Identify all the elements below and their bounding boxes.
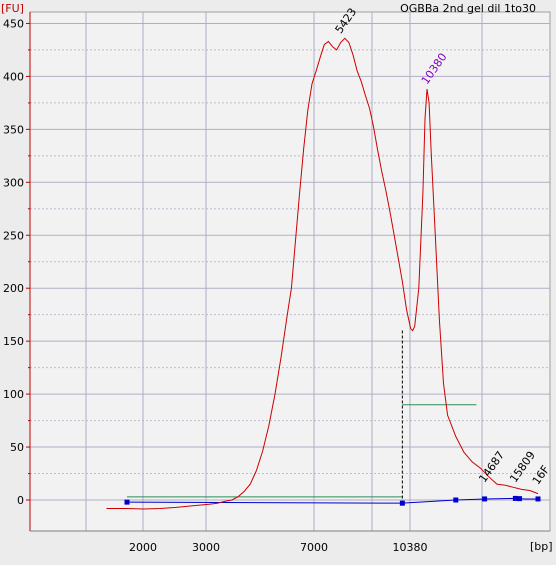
baseline-marker — [482, 496, 488, 502]
x-tick-label: 10380 — [393, 541, 428, 554]
y-tick-label: 250 — [3, 229, 24, 242]
baseline-marker — [512, 495, 518, 501]
y-tick-label: 350 — [3, 123, 24, 136]
x-axis: 2000 3000 7000 10380 — [30, 530, 550, 554]
baseline-marker — [453, 497, 459, 503]
y-tick-label: 100 — [3, 388, 24, 401]
baseline-marker — [399, 500, 405, 506]
region-lines — [127, 404, 477, 498]
y-tick-label: 200 — [3, 282, 24, 295]
y-tick-label: 150 — [3, 335, 24, 348]
trace-line — [106, 37, 539, 510]
baseline-marker — [124, 499, 130, 505]
y-tick-label: 50 — [10, 441, 24, 454]
x-axis-label: [bp] — [530, 540, 553, 553]
trace-series — [106, 37, 539, 510]
y-tick-label: 400 — [3, 70, 24, 83]
x-tick-label: 3000 — [192, 541, 220, 554]
y-tick-label: 300 — [3, 176, 24, 189]
baseline-marker — [535, 496, 541, 502]
y-tick-label: 450 — [3, 17, 24, 30]
plot-area — [29, 11, 551, 532]
x-tick-label: 2000 — [129, 541, 157, 554]
chart-title: OGBBa 2nd gel dil 1to30 — [400, 2, 536, 15]
y-axis-label: [FU] — [1, 2, 24, 15]
grid — [30, 12, 550, 531]
x-tick-label: 7000 — [300, 541, 328, 554]
y-tick-label: 0 — [17, 494, 24, 507]
baseline-series — [124, 495, 541, 506]
baseline-marker — [517, 496, 523, 502]
y-axis: 0 50 100 150 200 250 300 350 400 450 — [3, 12, 31, 531]
